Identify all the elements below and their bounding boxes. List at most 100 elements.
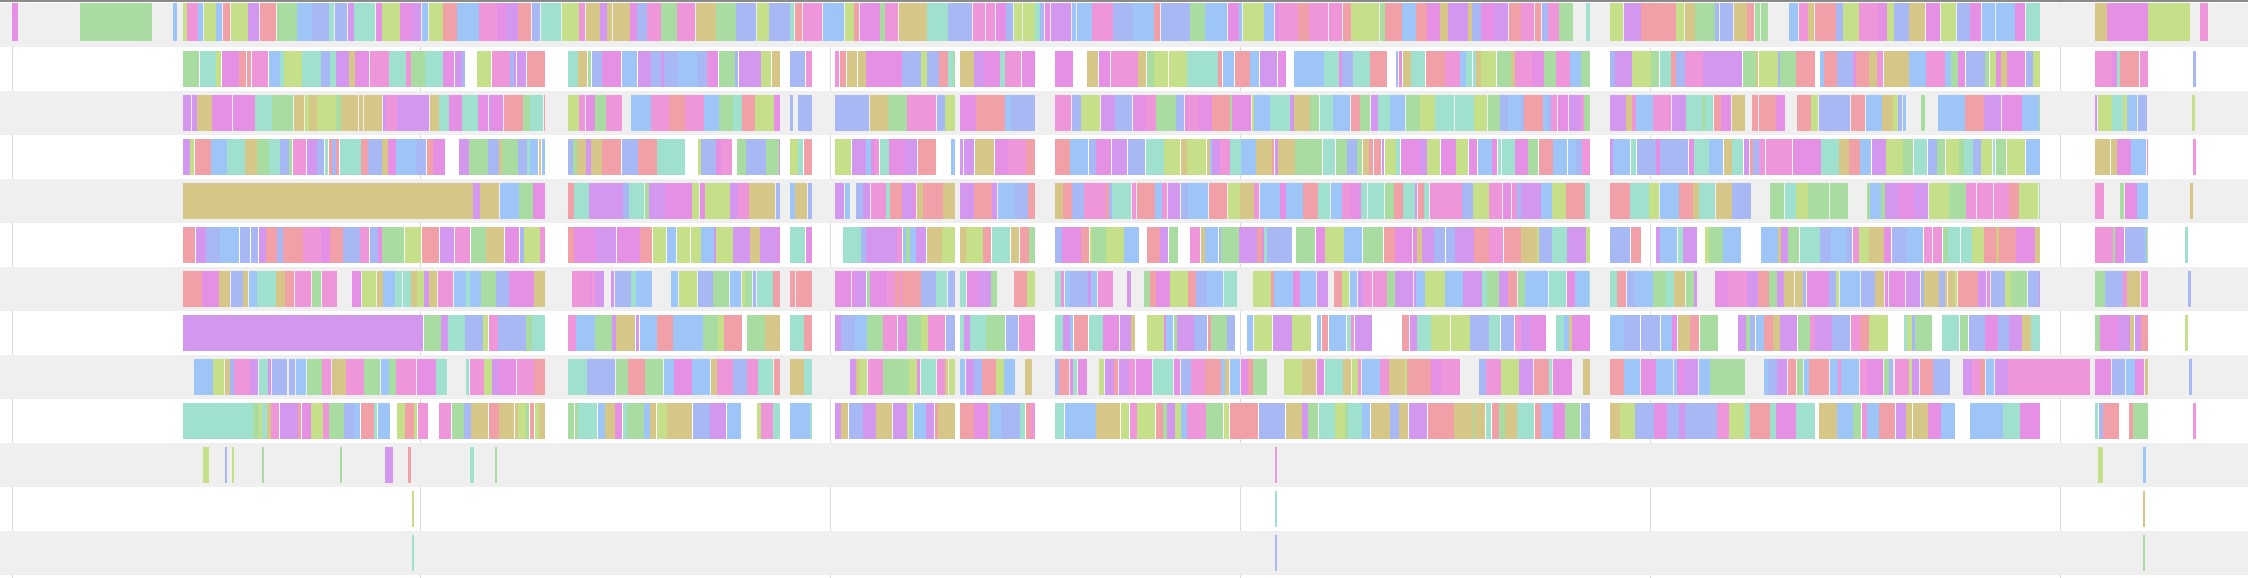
- task-segment[interactable]: [1819, 95, 1831, 131]
- task-segment[interactable]: [495, 447, 497, 483]
- task-segment[interactable]: [1267, 227, 1275, 263]
- task-segment[interactable]: [1344, 227, 1362, 263]
- task-segment[interactable]: [1589, 271, 1590, 307]
- task-segment[interactable]: [1568, 139, 1576, 175]
- task-segment[interactable]: [300, 227, 303, 263]
- task-segment[interactable]: [1755, 3, 1760, 41]
- task-segment[interactable]: [1893, 51, 1909, 87]
- task-segment[interactable]: [661, 3, 677, 41]
- task-segment[interactable]: [714, 227, 716, 263]
- task-segment[interactable]: [796, 271, 812, 307]
- task-segment[interactable]: [1294, 95, 1310, 131]
- task-segment[interactable]: [1986, 359, 1994, 395]
- task-segment[interactable]: [2138, 95, 2147, 131]
- task-segment[interactable]: [590, 271, 592, 307]
- task-segment[interactable]: [1073, 359, 1077, 395]
- task-segment[interactable]: [719, 51, 735, 87]
- task-segment[interactable]: [307, 139, 317, 175]
- task-segment[interactable]: [284, 51, 302, 87]
- task-segment[interactable]: [2111, 139, 2117, 175]
- task-segment[interactable]: [1501, 359, 1519, 395]
- task-segment[interactable]: [1339, 51, 1342, 87]
- task-segment[interactable]: [630, 3, 637, 41]
- task-segment[interactable]: [1418, 183, 1424, 219]
- task-segment[interactable]: [2141, 271, 2148, 307]
- task-segment[interactable]: [953, 51, 955, 87]
- task-segment[interactable]: [1895, 359, 1909, 395]
- task-segment[interactable]: [1228, 3, 1239, 41]
- task-segment[interactable]: [267, 403, 271, 439]
- task-segment[interactable]: [312, 271, 321, 307]
- task-segment[interactable]: [194, 359, 213, 395]
- task-segment[interactable]: [964, 315, 970, 351]
- task-segment[interactable]: [974, 183, 992, 219]
- task-segment[interactable]: [710, 403, 726, 439]
- task-segment[interactable]: [1909, 359, 1912, 395]
- task-segment[interactable]: [471, 227, 486, 263]
- task-segment[interactable]: [1147, 51, 1154, 87]
- task-segment[interactable]: [2098, 95, 2112, 131]
- task-segment[interactable]: [1410, 315, 1412, 351]
- task-segment[interactable]: [1441, 139, 1456, 175]
- task-segment[interactable]: [730, 183, 738, 219]
- task-segment[interactable]: [1515, 51, 1532, 87]
- task-segment[interactable]: [364, 359, 380, 395]
- task-segment[interactable]: [1505, 403, 1517, 439]
- task-segment[interactable]: [414, 403, 417, 439]
- task-segment[interactable]: [321, 227, 330, 263]
- task-segment[interactable]: [1853, 51, 1856, 87]
- task-segment[interactable]: [1694, 139, 1709, 175]
- task-segment[interactable]: [492, 51, 510, 87]
- task-segment[interactable]: [1329, 3, 1342, 41]
- task-segment[interactable]: [2009, 315, 2022, 351]
- task-segment[interactable]: [1101, 95, 1115, 131]
- task-segment[interactable]: [742, 95, 755, 131]
- task-segment[interactable]: [532, 3, 540, 41]
- task-segment[interactable]: [266, 227, 277, 263]
- task-segment[interactable]: [405, 403, 414, 439]
- task-segment[interactable]: [1994, 183, 2009, 219]
- task-segment[interactable]: [986, 315, 1005, 351]
- task-segment[interactable]: [835, 51, 839, 87]
- task-segment[interactable]: [866, 227, 880, 263]
- task-segment[interactable]: [859, 359, 867, 395]
- task-segment[interactable]: [1671, 51, 1676, 87]
- task-segment[interactable]: [1690, 315, 1699, 351]
- task-segment[interactable]: [502, 139, 518, 175]
- task-segment[interactable]: [1965, 95, 1984, 131]
- task-segment[interactable]: [1752, 95, 1758, 131]
- task-segment[interactable]: [1539, 139, 1546, 175]
- task-segment[interactable]: [1869, 51, 1877, 87]
- task-segment[interactable]: [1817, 271, 1829, 307]
- task-segment[interactable]: [798, 139, 803, 175]
- task-segment[interactable]: [2095, 315, 2100, 351]
- task-segment[interactable]: [1416, 3, 1427, 41]
- task-segment[interactable]: [1799, 3, 1808, 41]
- task-segment[interactable]: [1750, 315, 1755, 351]
- task-segment[interactable]: [747, 315, 765, 351]
- task-segment[interactable]: [295, 271, 311, 307]
- task-segment[interactable]: [568, 139, 573, 175]
- task-segment[interactable]: [1402, 315, 1409, 351]
- task-segment[interactable]: [568, 227, 574, 263]
- task-segment[interactable]: [1937, 139, 1945, 175]
- task-segment[interactable]: [408, 447, 411, 483]
- task-segment[interactable]: [322, 359, 331, 395]
- task-segment[interactable]: [1163, 403, 1167, 439]
- task-segment[interactable]: [520, 227, 524, 263]
- task-segment[interactable]: [691, 315, 703, 351]
- task-segment[interactable]: [1987, 271, 1990, 307]
- task-segment[interactable]: [841, 403, 848, 439]
- task-segment[interactable]: [1416, 271, 1421, 307]
- task-segment[interactable]: [336, 139, 339, 175]
- task-segment[interactable]: [1405, 359, 1407, 395]
- task-segment[interactable]: [1137, 183, 1155, 219]
- task-segment[interactable]: [1909, 51, 1926, 87]
- task-segment[interactable]: [1515, 139, 1528, 175]
- task-segment[interactable]: [1224, 271, 1237, 307]
- task-segment[interactable]: [804, 315, 812, 351]
- task-segment[interactable]: [225, 359, 230, 395]
- task-segment[interactable]: [1970, 3, 1981, 41]
- task-segment[interactable]: [1063, 315, 1070, 351]
- task-segment[interactable]: [1026, 139, 1035, 175]
